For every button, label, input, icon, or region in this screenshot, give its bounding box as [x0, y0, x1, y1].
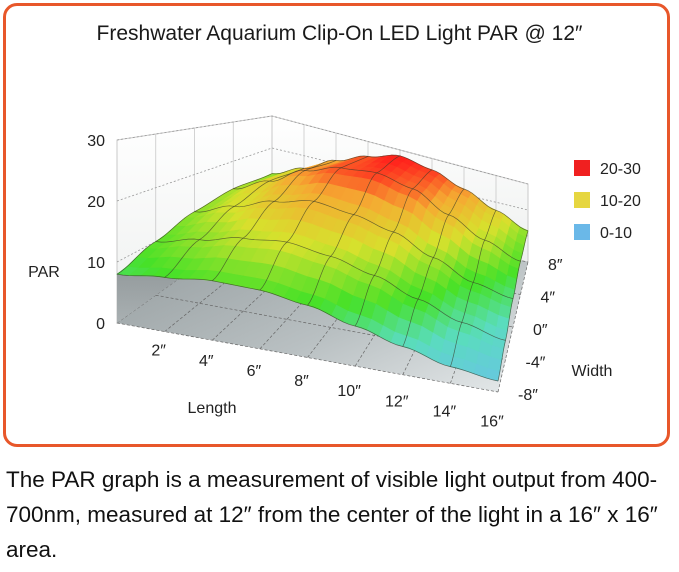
x-tick-label: 16″	[480, 414, 504, 431]
surface-gridline	[194, 200, 514, 299]
z-tick-label: 20	[87, 194, 105, 211]
y-tick-label: 4″	[541, 290, 556, 307]
z-tick-label: 0	[96, 316, 105, 333]
x-tick-label: 2″	[151, 343, 166, 360]
x-axis-label: Length	[188, 400, 237, 417]
legend-swatch	[574, 160, 590, 176]
legend-swatch	[574, 224, 590, 240]
z-axis-label: PAR	[28, 264, 60, 281]
legend-label: 20-30	[600, 161, 641, 178]
legend-swatch	[574, 192, 590, 208]
legend-label: 10-20	[600, 193, 641, 210]
chart-frame	[3, 3, 670, 447]
surface-gridline	[116, 273, 499, 382]
y-axis-label: Width	[572, 363, 613, 380]
y-tick-label: 8″	[548, 257, 563, 274]
y-tick-label: -8″	[518, 387, 538, 404]
z-tick-label: 30	[87, 133, 105, 150]
z-gridline	[116, 115, 529, 185]
x-tick-label: 4″	[199, 353, 214, 370]
surface	[116, 154, 529, 382]
chart-title: Freshwater Aquarium Clip-On LED Light PA…	[96, 22, 583, 45]
x-tick-label: 10″	[337, 383, 361, 400]
legend-label: 0-10	[600, 225, 632, 242]
surface-gridline	[271, 154, 529, 232]
x-tick-label: 6″	[247, 363, 262, 380]
x-tick-label: 8″	[294, 373, 309, 390]
surface-chart: 0 10 20 30 2″ 4″ 6″ 8″ 10″ 12″ 14″ 16″ -8″ -4″ 0″ 4″ 8″ P…	[28, 115, 641, 431]
x-tick-label: 12″	[385, 393, 409, 410]
y-tick-label: -4″	[526, 355, 546, 372]
surface-gridline	[233, 166, 521, 262]
x-tick-label: 14″	[433, 403, 457, 420]
floor-gridline	[497, 261, 529, 393]
caption-text: The PAR graph is a measurement of visibl…	[6, 467, 658, 562]
y-tick-label: 0″	[533, 322, 548, 339]
surface-gridline	[155, 237, 506, 341]
floor-gridline	[116, 322, 499, 393]
z-tick-label: 10	[87, 255, 105, 272]
